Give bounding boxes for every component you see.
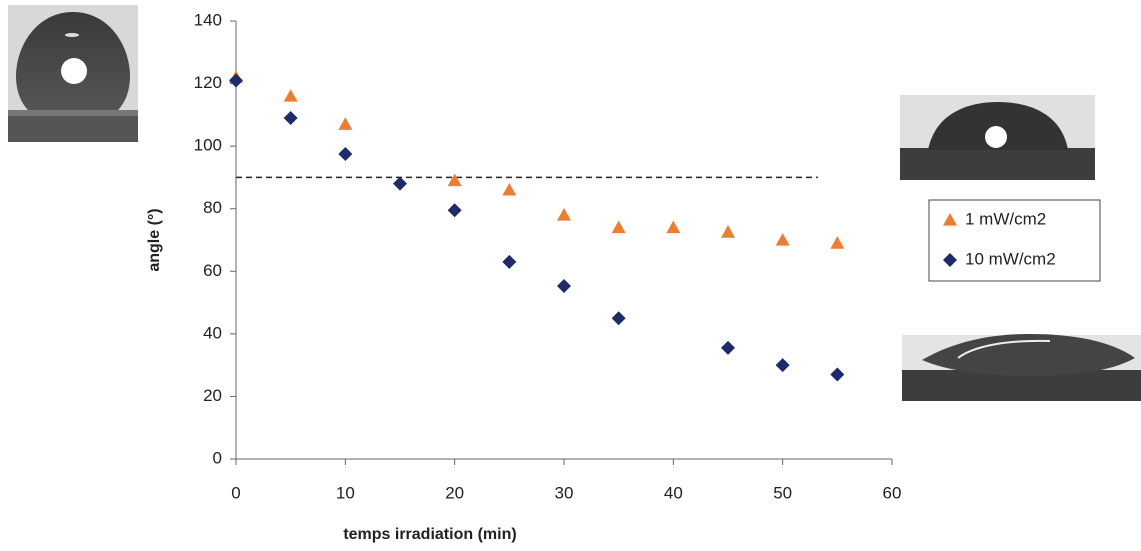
point: [283, 89, 298, 102]
y-tick-label: 20: [203, 386, 222, 405]
y-axis-title: angle (°): [146, 208, 163, 271]
y-tick-label: 140: [194, 10, 222, 29]
point: [830, 236, 845, 249]
point: [502, 182, 517, 196]
y-tick-label: 0: [213, 448, 222, 467]
x-tick-label: 0: [231, 483, 240, 502]
point: [502, 254, 517, 269]
x-axis-title: temps irradiation (min): [343, 526, 516, 543]
point: [393, 176, 407, 191]
point: [830, 367, 845, 382]
legend-label: 10 mW/cm2: [965, 249, 1056, 268]
point: [611, 220, 626, 234]
point: [666, 220, 681, 234]
point: [775, 358, 790, 373]
x-tick-label: 50: [773, 483, 792, 502]
x-tick-label: 20: [445, 483, 464, 502]
point: [447, 203, 462, 218]
point: [775, 233, 790, 246]
point: [557, 278, 571, 293]
x-tick-label: 30: [555, 483, 574, 502]
point: [721, 225, 735, 238]
y-tick-label: 40: [203, 323, 222, 342]
point: [611, 311, 626, 326]
point: [557, 207, 571, 221]
y-tick-label: 80: [203, 198, 222, 217]
droplet-image-mid: [900, 95, 1095, 180]
x-tick-label: 60: [883, 483, 902, 502]
point: [283, 110, 298, 125]
point: [229, 73, 243, 88]
droplet-image-high: [8, 5, 138, 142]
point: [338, 146, 353, 161]
point: [338, 117, 353, 130]
legend-marker: [943, 213, 957, 226]
y-tick-label: 60: [203, 261, 222, 280]
legend-label: 1 mW/cm2: [965, 209, 1046, 228]
x-tick-label: 40: [664, 483, 683, 502]
legend-marker: [943, 253, 957, 267]
y-tick-label: 100: [194, 136, 222, 155]
point: [721, 340, 735, 355]
point: [447, 173, 462, 187]
legend: [928, 199, 1101, 282]
y-tick-label: 120: [194, 73, 222, 92]
x-tick-label: 10: [336, 483, 355, 502]
droplet-image-low: [902, 334, 1141, 401]
